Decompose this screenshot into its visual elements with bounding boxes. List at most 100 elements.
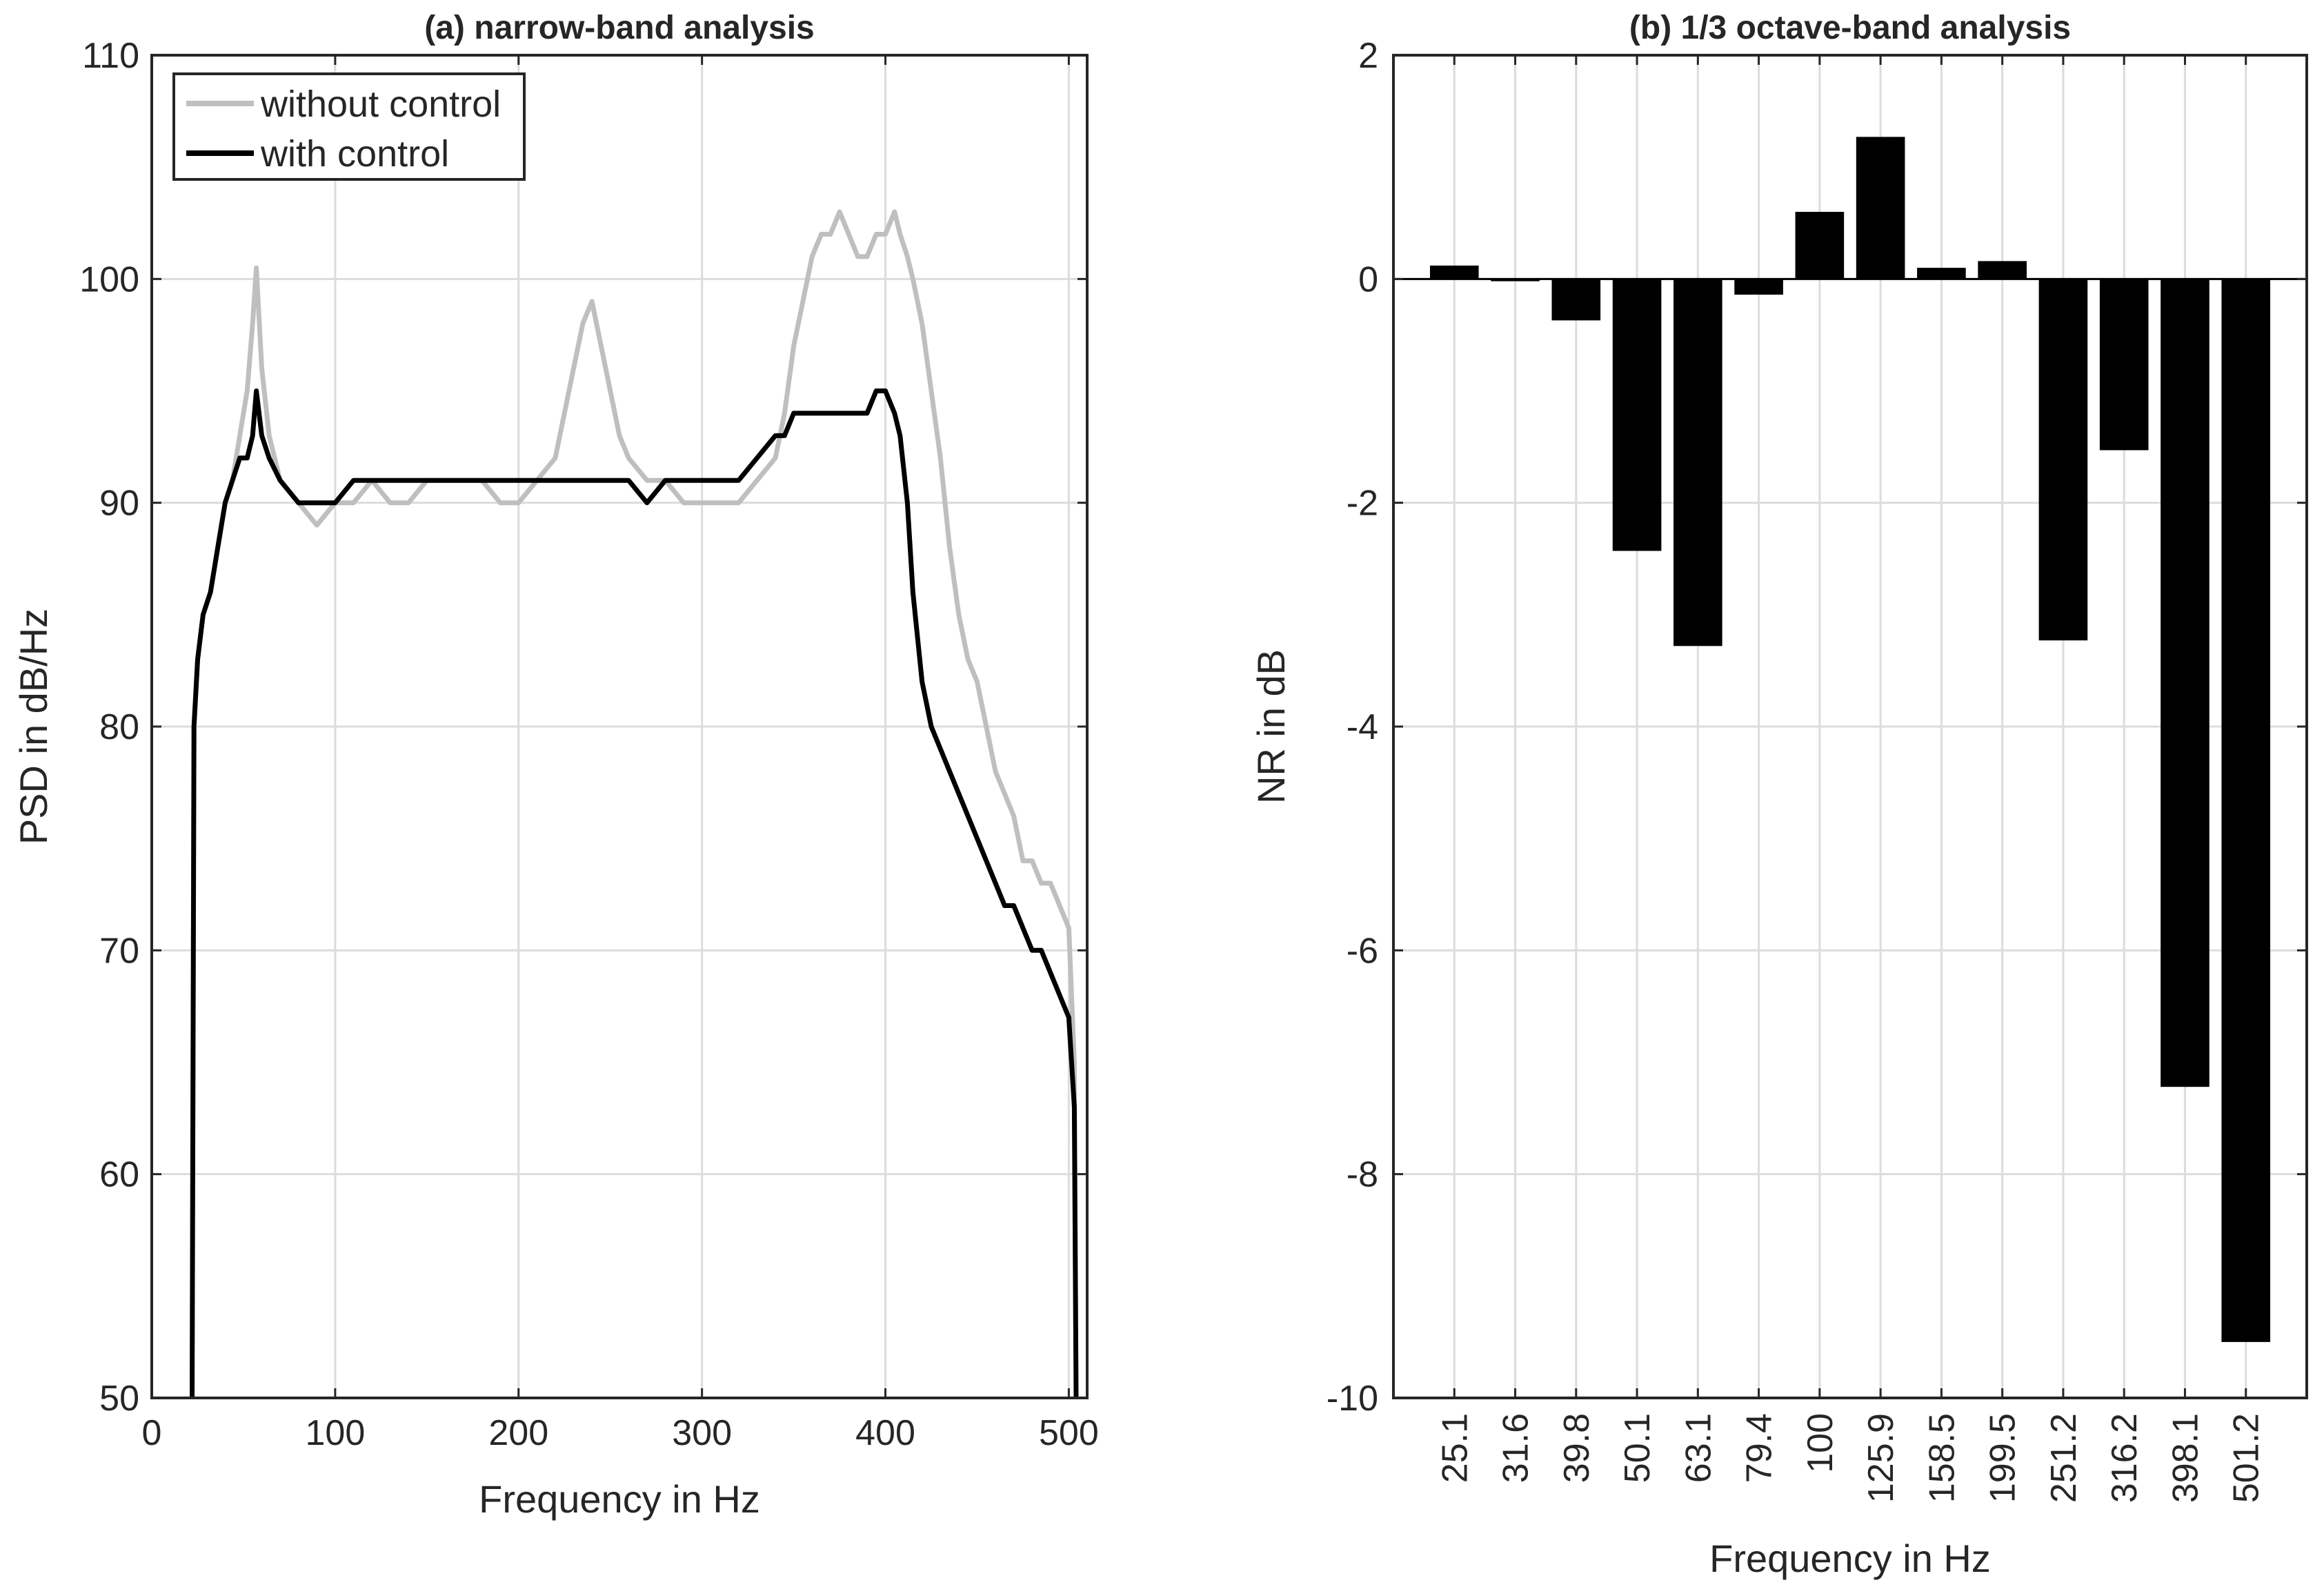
panel-b-y-tick-label: 2 (1358, 36, 1378, 76)
series-point-without-control (268, 435, 270, 436)
panel-b-x-tick-label: 398.1 (2165, 1413, 2205, 1503)
series-point-with-control (1031, 949, 1033, 951)
panel-a-y-tick-label: 60 (99, 1155, 139, 1195)
panel-a-x-tick-label: 0 (142, 1413, 162, 1453)
legend-box (172, 72, 526, 181)
series-point-without-control (573, 368, 575, 369)
series-point-without-control (967, 659, 969, 660)
panel-b-y-tick-label: -4 (1347, 707, 1378, 747)
series-point-with-control (1013, 905, 1015, 906)
series-point-with-control (591, 480, 593, 481)
series-point-with-control (582, 480, 584, 481)
series-point-with-control (619, 480, 620, 481)
panel-a-ticks (150, 54, 1087, 1399)
series-point-without-control (591, 301, 593, 302)
panel-a-y-tick-labels: 50 60 70 80 90 100 110 (79, 36, 139, 1419)
series-point-with-control (246, 457, 248, 459)
series-point-with-control (1041, 949, 1042, 951)
bar-251-2 (2038, 279, 2088, 641)
series-point-with-control (518, 480, 519, 481)
series-point-with-control (995, 883, 996, 884)
bar-398-1 (2161, 279, 2209, 1087)
bar-50-1 (1612, 279, 1662, 551)
series-point-with-control (408, 480, 409, 481)
bar-79-4 (1734, 279, 1783, 295)
panel-b-y-tick-label: -10 (1327, 1379, 1378, 1419)
panel-b-x-tick-label: 25.1 (1435, 1413, 1475, 1483)
series-point-with-control (564, 480, 565, 481)
legend: without control with control (172, 72, 526, 181)
series-point-without-control (1041, 883, 1042, 884)
series-point-with-control (217, 547, 219, 549)
panel-a-x-tick-label: 200 (488, 1413, 548, 1453)
series-point-without-control (499, 502, 501, 504)
series-point-without-control (261, 368, 263, 369)
series-point-with-control (279, 480, 281, 481)
panel-b-y-tick-labels: -10 -8 -6 -4 -2 0 2 (1327, 36, 1378, 1419)
series-point-with-control (261, 435, 263, 436)
panel-b-y-tick-label: 0 (1358, 259, 1378, 299)
bar-501-2 (2221, 279, 2271, 1342)
panel-b-title: (b) 1/3 octave-band analysis (1629, 10, 2071, 46)
series-point-without-control (352, 502, 354, 504)
series-point-without-control (1050, 883, 1051, 884)
series-point-with-control (224, 502, 226, 504)
series-point-without-control (1004, 793, 1005, 794)
series-point-without-control (949, 547, 951, 549)
bar-63-1 (1674, 279, 1722, 647)
series-point-with-control (268, 457, 270, 459)
panel-b-x-axis-label: Frequency in Hz (1709, 1537, 1991, 1580)
panel-b-x-tick-labels: 25.1 31.6 39.8 50.1 63.1 79.4 100 125.9 158.5 199… (1435, 1413, 2266, 1503)
panel-a-x-tick-label: 500 (1039, 1413, 1099, 1453)
series-point-without-control (958, 614, 960, 615)
series-point-with-control (646, 502, 648, 504)
series-point-without-control (619, 435, 620, 436)
series-point-without-control (940, 457, 941, 459)
series-point-with-control (628, 480, 629, 481)
series-point-with-control (197, 659, 198, 660)
series-point-without-control (802, 301, 804, 302)
series-point-without-control (875, 233, 877, 235)
series-point-without-control (1022, 860, 1024, 862)
panel-a-y-tick-label: 100 (79, 259, 139, 299)
series-point-with-control (239, 457, 241, 459)
series-point-without-control (719, 502, 721, 504)
series-point-with-control (906, 502, 908, 504)
panel-a-y-tick-label: 50 (99, 1379, 139, 1419)
series-point-with-control (738, 480, 739, 481)
series-point-with-control (1022, 927, 1024, 929)
series-point-without-control (906, 256, 908, 257)
series-point-with-control (1004, 905, 1005, 906)
panel-b-x-tick-label: 251.2 (2044, 1413, 2084, 1503)
series-point-with-control (481, 480, 483, 481)
panel-a-y-tick-label: 70 (99, 931, 139, 971)
series-point-without-control (848, 233, 849, 235)
series-point-without-control (811, 256, 813, 257)
bar-125-9 (1856, 137, 1905, 279)
series-point-without-control (830, 233, 831, 235)
panel-b-x-tick-label: 100 (1800, 1413, 1840, 1473)
panel-a-y-tick-label: 80 (99, 707, 139, 747)
panel-b-x-tick-label: 39.8 (1557, 1413, 1597, 1483)
series-point-with-control (371, 480, 373, 481)
panel-a-y-tick-label: 110 (82, 36, 139, 76)
panel-b-x-tick-label: 63.1 (1678, 1413, 1718, 1483)
legend-label-with-control: with control (260, 133, 449, 175)
series-point-without-control (408, 502, 409, 504)
series-point-with-control (600, 480, 602, 481)
bar-100 (1795, 212, 1845, 279)
series-point-without-control (1031, 860, 1033, 862)
panel-b-octave-band: 25.1 31.6 39.8 50.1 63.1 79.4 100 125.9 158.5 199… (1249, 10, 2308, 1580)
series-point-with-control (444, 480, 446, 481)
series-point-without-control (628, 457, 629, 459)
bar-25-1 (1429, 265, 1479, 279)
panel-a-x-axis-label: Frequency in Hz (479, 1477, 760, 1521)
series-point-without-control (820, 233, 822, 235)
series-point-without-control (866, 256, 868, 257)
series-point-with-control (1050, 972, 1051, 974)
panel-b-x-tick-label: 79.4 (1740, 1413, 1780, 1483)
panel-b-y-axis-label: NR in dB (1249, 649, 1293, 804)
panel-a-x-tick-label: 400 (855, 1413, 915, 1453)
series-point-without-control (646, 480, 648, 481)
